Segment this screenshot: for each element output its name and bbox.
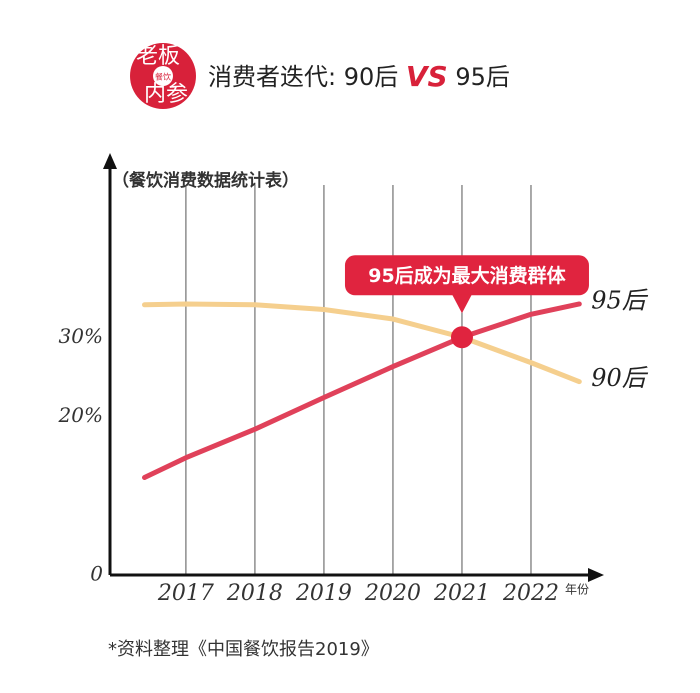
series-line [142,301,582,481]
x-tick-label: 2020 [364,581,421,606]
title-part: VS [406,60,448,93]
annotation-marker [450,326,473,349]
annotation-pointer [451,294,472,314]
y-axis-arrow [103,153,117,169]
series-label: 90后 [591,364,649,392]
x-tick-label: 2021 [433,581,490,606]
annotation-box [344,255,589,296]
y-tick-label: 0 [90,562,103,586]
series-label: 95后 [591,286,649,314]
x-axis-label: 年份 [565,583,589,597]
title-part: 消费者迭代: 90后 [208,63,406,91]
y-tick-label: 20% [58,403,103,427]
logo-text: 老板 [136,43,180,68]
x-tick-label: 2022 [502,581,559,606]
x-axis-arrow [588,568,604,582]
annotation-text: 95后成为最大消费群体 [368,264,566,287]
y-tick-label: 30% [59,324,103,348]
logo-center [153,66,173,86]
x-tick-label: 2019 [295,581,352,606]
logo-text: 内参 [144,81,188,106]
series-line [142,301,582,385]
subtitle: （餐饮消费数据统计表） [112,170,299,191]
x-tick-label: 2017 [157,581,214,606]
footnote: *资料整理《中国餐饮报告2019》 [108,639,379,660]
title-part: 95后 [448,63,510,91]
title: 消费者迭代: 90后 VS 95后 [208,60,510,93]
x-tick-label: 2018 [226,581,283,606]
logo-text: 餐饮 [155,72,171,82]
